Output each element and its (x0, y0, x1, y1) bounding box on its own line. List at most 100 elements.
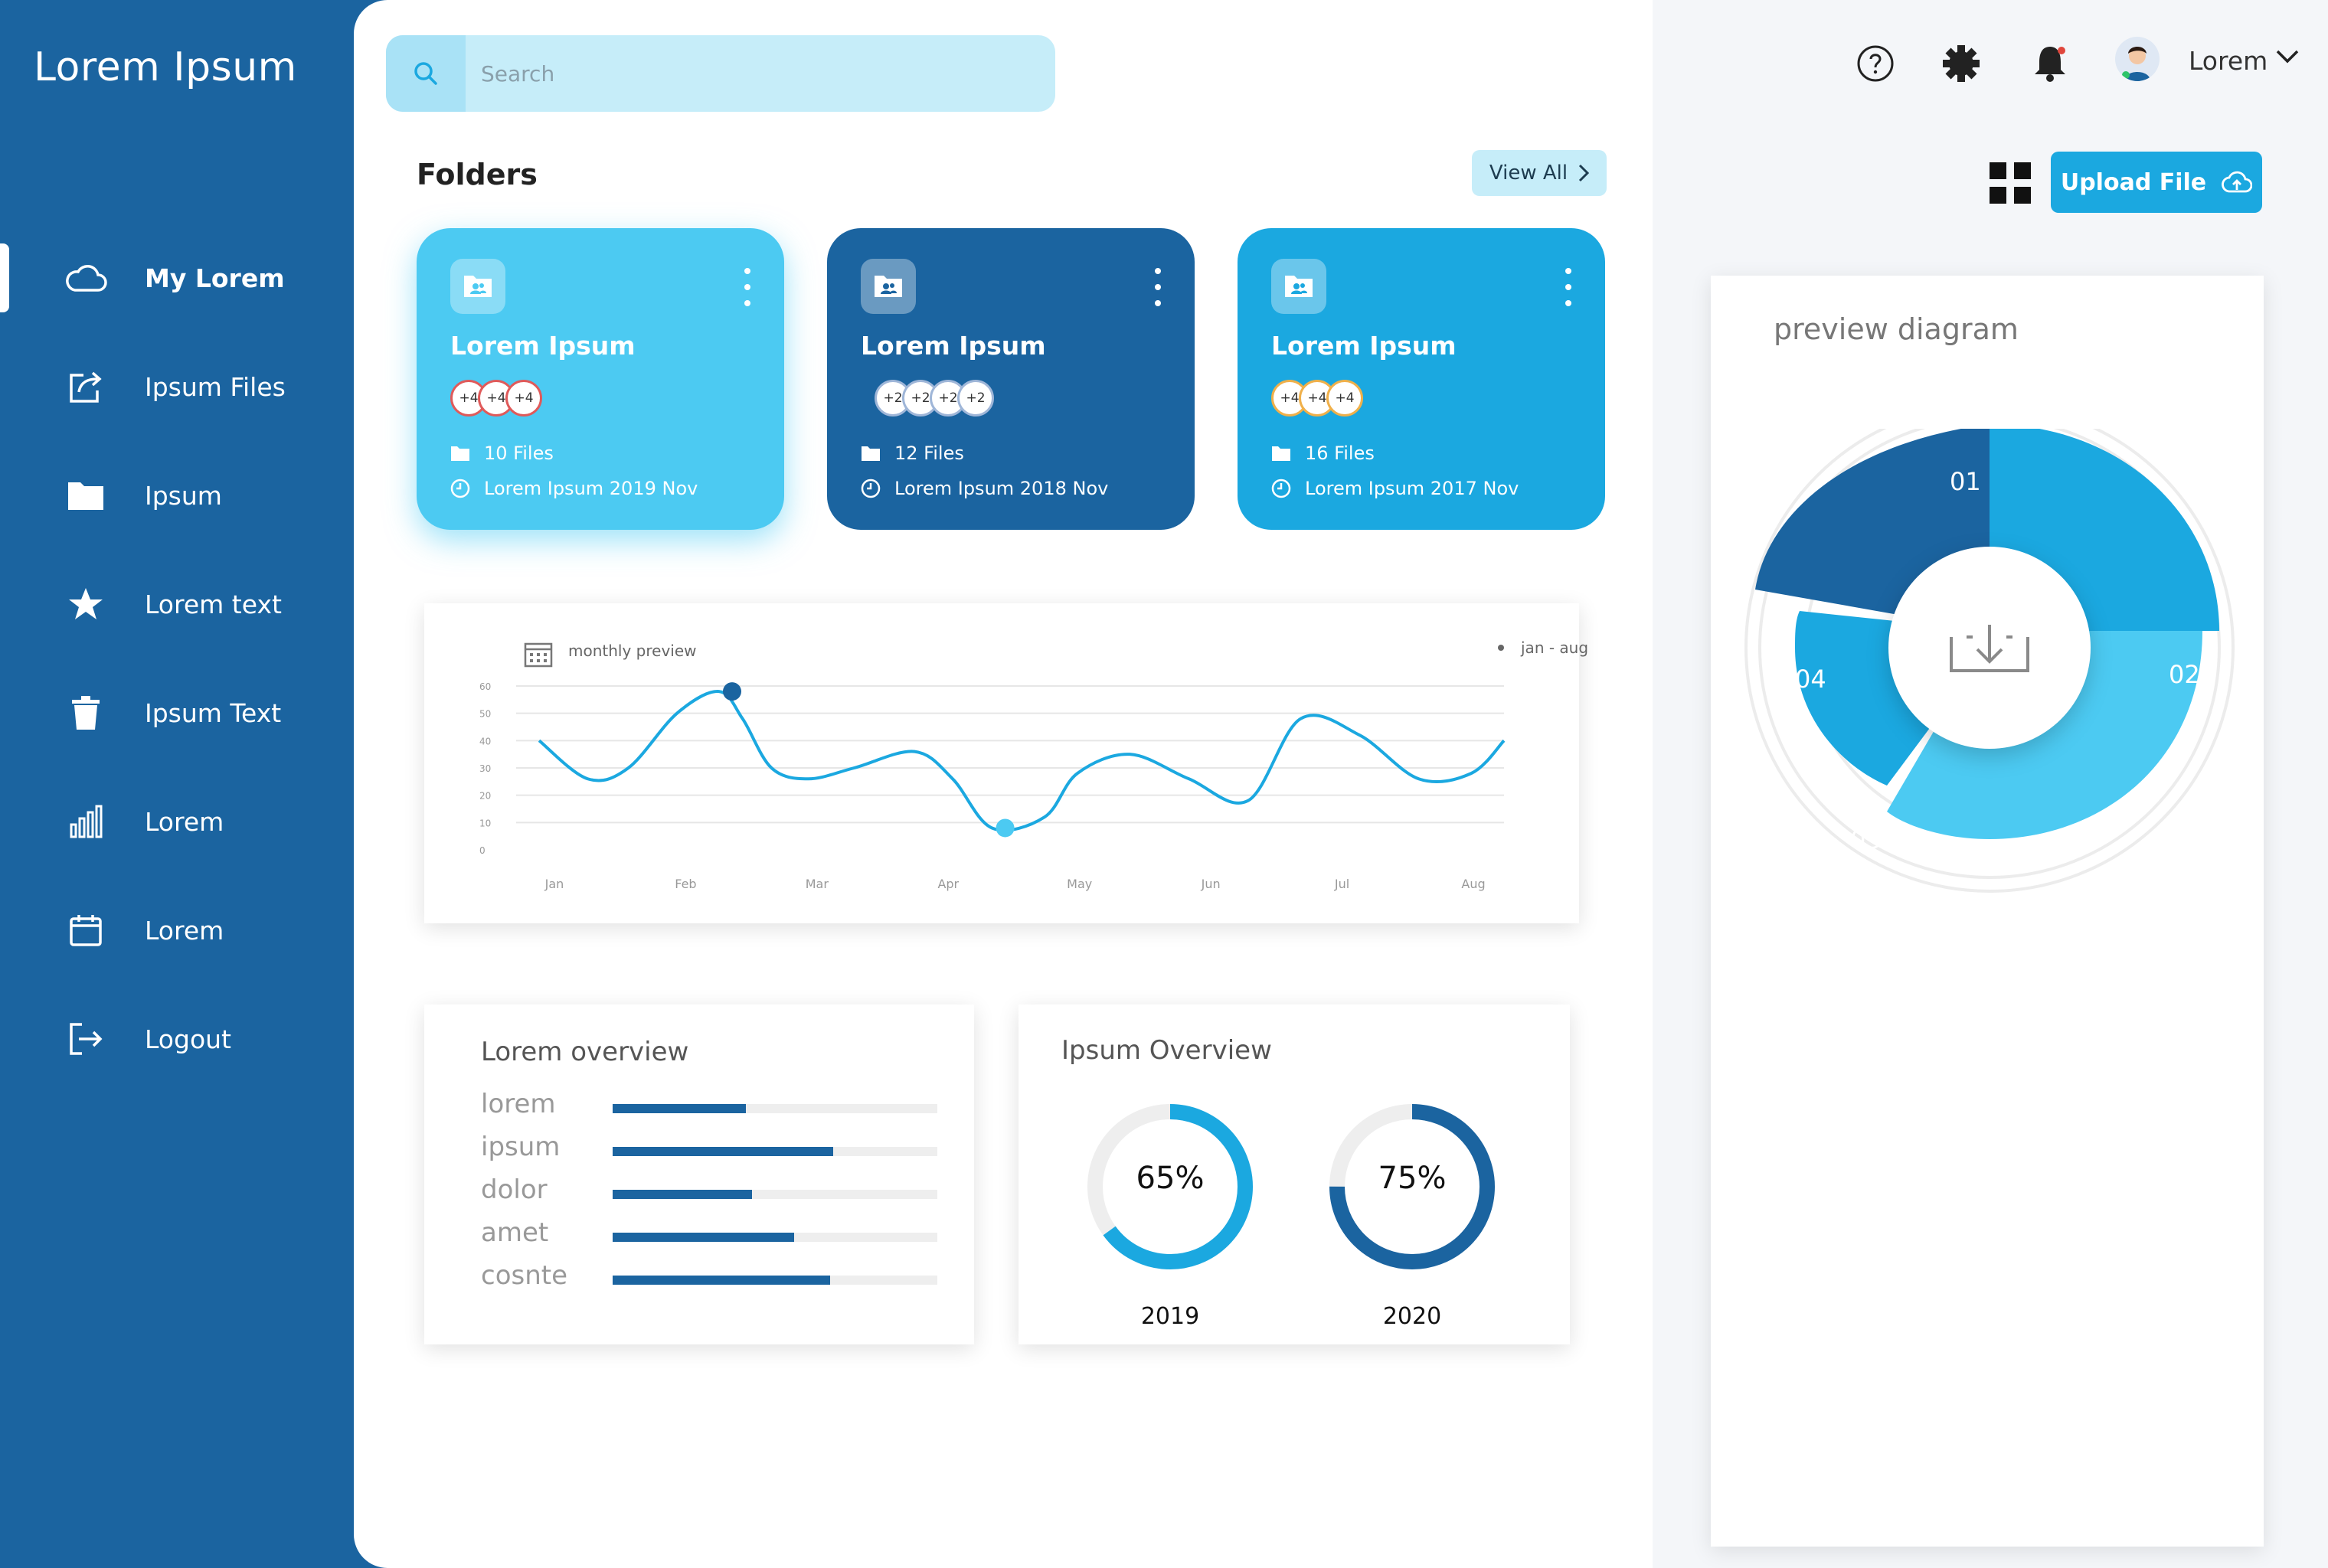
sidebar-item-ipsum[interactable]: Ipsum (0, 461, 354, 530)
donut-value: 65% (1136, 1161, 1205, 1196)
folders-title: Folders (417, 158, 538, 191)
sidebar-item-lorem-text[interactable]: Lorem text (0, 570, 354, 639)
app-title: Lorem Ipsum (34, 44, 297, 90)
sidebar-item-lorem-calendar[interactable]: Lorem (0, 896, 354, 965)
member-avatars: +4 +4 +4 (1271, 380, 1363, 420)
folder-icon (1272, 446, 1290, 461)
share-icon (64, 369, 107, 404)
folder-title: Lorem Ipsum (861, 331, 1046, 361)
y-tick-label: 10 (479, 818, 491, 828)
overview-bar-fill (613, 1190, 753, 1199)
overview-title: Ipsum Overview (1061, 1035, 1272, 1066)
sidebar-item-ipsum-text[interactable]: Ipsum Text (0, 678, 354, 747)
series-line (538, 690, 1506, 832)
more-options-icon[interactable] (738, 268, 757, 306)
chevron-down-icon[interactable] (2276, 49, 2299, 67)
more-options-icon[interactable] (1149, 268, 1167, 306)
overview-row: cosnte (481, 1260, 940, 1300)
search-button[interactable] (386, 35, 466, 112)
avatar-count: +4 (505, 380, 542, 416)
info-box-title: Adipis Elite (1766, 1399, 1847, 1462)
clock-icon (861, 479, 881, 498)
overview-bar-track (613, 1276, 937, 1285)
y-tick-label: 50 (479, 709, 491, 720)
user-name: Lorem (2189, 46, 2268, 76)
shared-folder-icon (450, 259, 505, 314)
help-button[interactable] (1853, 41, 1898, 86)
pie-ring-outer (1744, 429, 2235, 893)
donut-arc (1087, 1104, 1253, 1269)
view-all-label: View All (1489, 162, 1568, 185)
info-box-text: Lorem ipsum dolor sit amet, consetetur s… (1904, 1073, 2207, 1116)
sidebar-item-my-lorem[interactable]: My Lorem (0, 243, 354, 312)
folder-date-label: Lorem Ipsum 2019 Nov (484, 478, 698, 499)
folder-title: Lorem Ipsum (450, 331, 636, 361)
grid-view-icon[interactable] (1990, 162, 2032, 205)
clock-icon (450, 479, 470, 498)
file-count: 12 Files (861, 443, 964, 464)
sidebar-item-ipsum-files[interactable]: Ipsum Files (0, 352, 354, 421)
help-icon (1857, 45, 1894, 82)
search-input[interactable] (481, 52, 1032, 95)
sidebar-item-lorem-stats[interactable]: Lorem (0, 787, 354, 856)
member-avatars: +2 +2 +2 +2 (875, 380, 994, 420)
shared-folder-icon (861, 259, 916, 314)
lorem-overview-card: Lorem overview lorem ipsum dolor amet co… (424, 1004, 974, 1344)
overview-bar-track (613, 1190, 937, 1199)
info-box: Adipis Elite Lorem ipsum dolor sit amet,… (1732, 1364, 2242, 1501)
clock-icon (1271, 479, 1291, 498)
y-tick-label: 40 (479, 736, 491, 746)
view-all-button[interactable]: View All (1472, 150, 1607, 196)
folder-card[interactable]: Lorem Ipsum +4 +4 +4 10 Files Lorem Ipsu… (417, 228, 784, 530)
calendar-icon (64, 913, 107, 948)
sidebar-item-label: Lorem text (145, 589, 282, 619)
avatar-count: +4 (478, 380, 515, 416)
avatar-count: +2 (930, 380, 966, 416)
sidebar-item-logout[interactable]: Logout (0, 1004, 354, 1073)
upload-file-button[interactable]: Upload File (2051, 152, 2262, 213)
folder-icon (64, 478, 107, 513)
sidebar-item-label: Ipsum Files (145, 371, 286, 402)
monthly-preview-card: 60 50 40 30 20 10 0 Jan Feb Mar Apr May Jun Jul Aug mo… (424, 603, 1588, 923)
overview-row-label: lorem (481, 1089, 556, 1119)
info-box-text: Lorem ipsum dolor sit amet, consetetur s… (1907, 1242, 2210, 1285)
preview-pie-chart (1744, 429, 2235, 893)
overview-bar-track (613, 1104, 937, 1113)
folder-card[interactable]: Lorem Ipsum +4 +4 +4 16 Files Lorem Ipsu… (1238, 228, 1605, 530)
cloud-upload-icon (2222, 171, 2253, 193)
pie-label-02: 02 (2169, 660, 2200, 689)
sidebar-item-label: My Lorem (145, 263, 285, 293)
bell-icon (2035, 47, 2065, 82)
folder-date: Lorem Ipsum 2018 Nov (861, 478, 1108, 499)
overview-bar-track (613, 1233, 937, 1242)
overview-bar-fill (613, 1276, 831, 1285)
info-box-title: Dolor Amet (1766, 1235, 1838, 1298)
chart-title: monthly preview (568, 642, 697, 660)
search-icon (414, 62, 437, 85)
file-count: 10 Files (450, 443, 554, 464)
more-options-icon[interactable] (1559, 268, 1578, 306)
overview-row-label: ipsum (481, 1132, 561, 1162)
avatar[interactable] (2115, 37, 2160, 81)
notifications-button[interactable] (2028, 41, 2072, 86)
folder-date-label: Lorem Ipsum 2017 Nov (1305, 478, 1519, 499)
x-tick-label: Feb (675, 877, 696, 891)
donut-arc (1329, 1104, 1495, 1269)
folder-date-label: Lorem Ipsum 2018 Nov (894, 478, 1109, 499)
donut-chart: 75% 2020 (1328, 1102, 1496, 1330)
settings-button[interactable] (1939, 41, 1983, 86)
cloud-icon (64, 260, 107, 296)
sidebar-item-label: Lorem (145, 806, 224, 837)
folder-date: Lorem Ipsum 2017 Nov (1271, 478, 1519, 499)
chart-legend: jan - aug (1498, 639, 1588, 657)
monthly-line-chart: 60 50 40 30 20 10 0 Jan Feb Mar Apr May Jun Jul Aug (479, 681, 1506, 891)
x-tick-label: Apr (937, 877, 959, 891)
x-tick-label: Jul (1334, 877, 1349, 891)
active-indicator (0, 243, 9, 312)
folder-card[interactable]: Lorem Ipsum +2 +2 +2 +2 12 Files Lorem I… (827, 228, 1195, 530)
settings-icon (1943, 45, 1980, 82)
pie-label-03: 03 (1850, 825, 1882, 854)
info-box-divider (1881, 1219, 1883, 1320)
bar-chart-icon (64, 804, 107, 839)
info-box: Lorem Ipsum Lorem ipsum dolor sit amet, … (1732, 1027, 2242, 1174)
